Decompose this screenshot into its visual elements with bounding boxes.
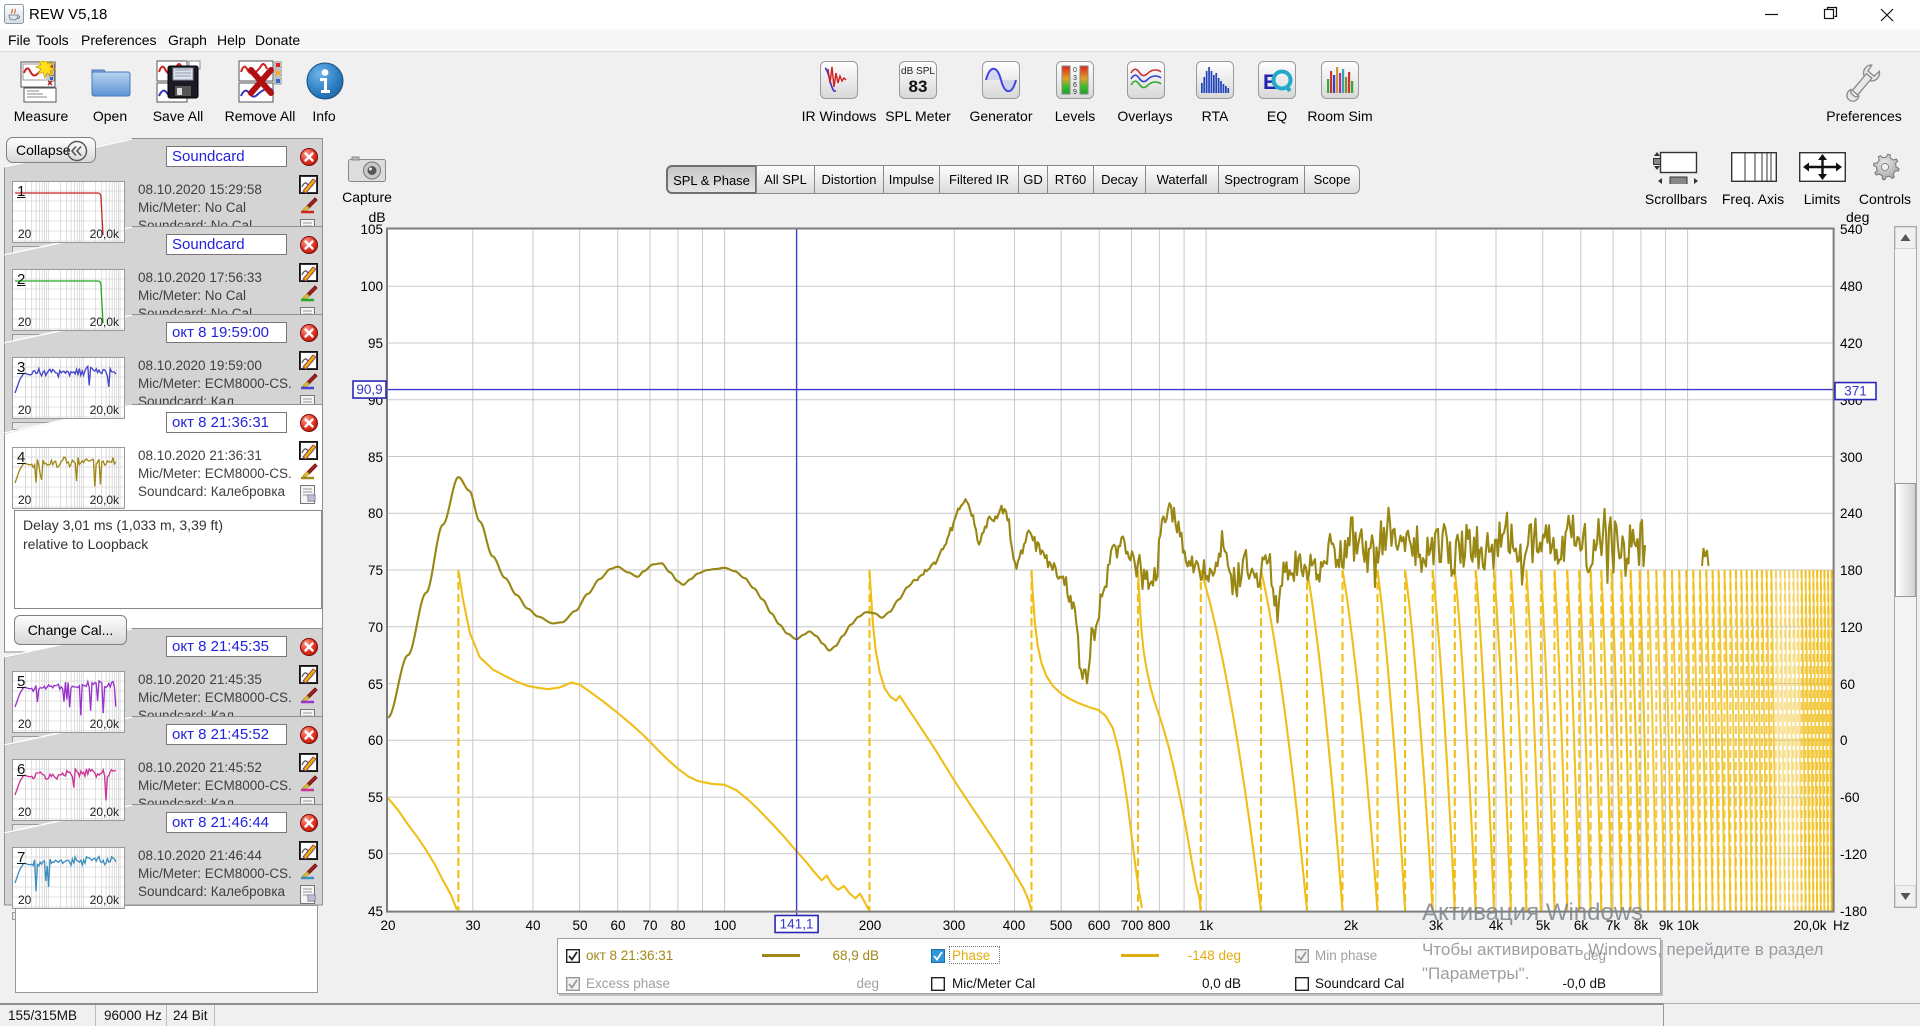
svg-text:20: 20 xyxy=(18,893,32,907)
svg-text:480: 480 xyxy=(1840,279,1863,294)
svg-text:20: 20 xyxy=(18,717,32,731)
svg-text:20: 20 xyxy=(18,315,32,329)
svg-text:8k: 8k xyxy=(1634,918,1649,933)
svg-text:30: 30 xyxy=(465,918,480,933)
svg-text:100: 100 xyxy=(360,279,383,294)
svg-text:1k: 1k xyxy=(1199,918,1214,933)
svg-text:120: 120 xyxy=(1840,620,1863,635)
svg-text:95: 95 xyxy=(368,336,383,351)
svg-text:371: 371 xyxy=(1844,384,1867,399)
svg-text:55: 55 xyxy=(368,790,383,805)
svg-text:20: 20 xyxy=(18,493,32,507)
svg-text:240: 240 xyxy=(1840,506,1863,521)
svg-text:45: 45 xyxy=(368,904,383,919)
svg-text:800: 800 xyxy=(1148,918,1171,933)
svg-text:deg: deg xyxy=(1846,209,1869,225)
svg-text:5k: 5k xyxy=(1536,918,1551,933)
svg-text:500: 500 xyxy=(1050,918,1073,933)
svg-text:dB SPL: dB SPL xyxy=(901,66,935,77)
svg-text:3: 3 xyxy=(1073,75,1077,82)
svg-text:80: 80 xyxy=(368,506,383,521)
svg-text:20,0k: 20,0k xyxy=(90,315,120,329)
svg-text:50: 50 xyxy=(572,918,587,933)
svg-text:40: 40 xyxy=(525,918,540,933)
svg-text:20,0k: 20,0k xyxy=(90,493,120,507)
svg-text:420: 420 xyxy=(1840,336,1863,351)
svg-text:20,0k: 20,0k xyxy=(90,893,120,907)
svg-text:6k: 6k xyxy=(1574,918,1589,933)
svg-text:141,1: 141,1 xyxy=(780,917,814,932)
svg-text:-180: -180 xyxy=(1840,904,1867,919)
svg-text:10k: 10k xyxy=(1677,918,1699,933)
svg-text:60: 60 xyxy=(610,918,625,933)
svg-text:20,0k: 20,0k xyxy=(90,717,120,731)
svg-text:700: 700 xyxy=(1121,918,1144,933)
svg-text:-120: -120 xyxy=(1840,847,1867,862)
svg-text:4k: 4k xyxy=(1489,918,1504,933)
svg-text:Hz: Hz xyxy=(1833,918,1850,933)
svg-text:105: 105 xyxy=(360,222,383,237)
svg-text:20,0k: 20,0k xyxy=(90,805,120,819)
svg-text:85: 85 xyxy=(368,450,383,465)
svg-text:9: 9 xyxy=(1073,89,1077,96)
svg-text:20: 20 xyxy=(18,403,32,417)
svg-text:83: 83 xyxy=(909,77,928,96)
svg-text:20: 20 xyxy=(380,918,395,933)
svg-text:20,0k: 20,0k xyxy=(90,403,120,417)
svg-text:9k: 9k xyxy=(1659,918,1674,933)
svg-text:-60: -60 xyxy=(1840,790,1860,805)
svg-text:100: 100 xyxy=(714,918,737,933)
svg-text:60: 60 xyxy=(1840,677,1855,692)
svg-text:65: 65 xyxy=(368,677,383,692)
svg-text:540: 540 xyxy=(1840,222,1863,237)
svg-text:300: 300 xyxy=(943,918,966,933)
svg-text:90,9: 90,9 xyxy=(356,382,382,397)
svg-text:20: 20 xyxy=(18,805,32,819)
svg-text:20,0k: 20,0k xyxy=(1793,918,1826,933)
svg-text:3k: 3k xyxy=(1429,918,1444,933)
svg-text:0: 0 xyxy=(1840,733,1848,748)
svg-text:180: 180 xyxy=(1840,563,1863,578)
svg-text:300: 300 xyxy=(1840,450,1863,465)
svg-text:600: 600 xyxy=(1088,918,1111,933)
svg-text:20: 20 xyxy=(18,227,32,241)
svg-text:50: 50 xyxy=(368,847,383,862)
svg-text:80: 80 xyxy=(670,918,685,933)
svg-text:70: 70 xyxy=(368,620,383,635)
svg-text:7k: 7k xyxy=(1606,918,1621,933)
svg-text:75: 75 xyxy=(368,563,383,578)
svg-text:2k: 2k xyxy=(1344,918,1359,933)
svg-text:6: 6 xyxy=(1073,82,1077,89)
svg-text:dB: dB xyxy=(368,209,385,225)
svg-text:200: 200 xyxy=(859,918,882,933)
svg-text:400: 400 xyxy=(1003,918,1026,933)
svg-text:20,0k: 20,0k xyxy=(90,227,120,241)
svg-text:0: 0 xyxy=(1073,67,1077,74)
svg-text:60: 60 xyxy=(368,733,383,748)
svg-text:70: 70 xyxy=(642,918,657,933)
